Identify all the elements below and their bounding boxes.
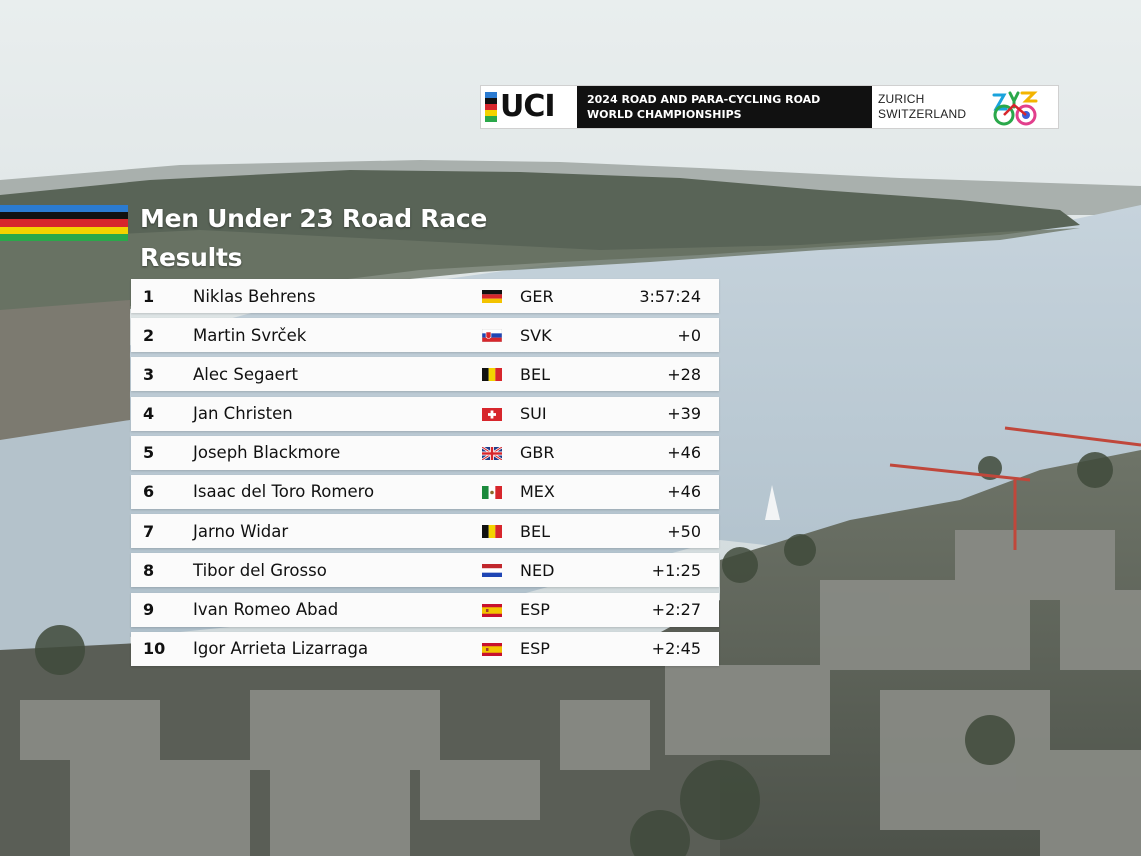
result-time: +2:27	[651, 600, 701, 619]
rider-name: Niklas Behrens	[193, 286, 316, 306]
spain-flag-icon	[482, 642, 502, 656]
zurich-2024-emblem-icon	[992, 91, 1038, 126]
mexico-flag-icon	[482, 485, 502, 499]
result-rank: 3	[143, 364, 155, 384]
country-code: GBR	[520, 443, 555, 463]
great-britain-flag-icon	[482, 446, 502, 460]
belgium-flag-icon	[482, 368, 502, 382]
spain-flag-icon	[482, 603, 502, 617]
country-code: SVK	[520, 325, 552, 345]
result-row: 8 Tibor del Grosso NED +1:25	[131, 553, 719, 588]
result-rank: 6	[143, 482, 155, 502]
rainbow-stripes-heading-icon	[0, 205, 128, 242]
netherlands-flag-icon	[482, 564, 502, 578]
rider-name: Joseph Blackmore	[193, 443, 341, 463]
slovakia-flag-icon	[482, 329, 502, 343]
rider-name: Isaac del Toro Romero	[193, 482, 375, 502]
championship-banner: UCI 2024 ROAD AND PARA-CYCLING ROAD WORL…	[480, 85, 1059, 129]
result-row: 2 Martin Svrček SVK +0	[131, 318, 719, 353]
country-code: BEL	[520, 364, 550, 384]
result-row: 3 Alec Segaert BEL +28	[131, 357, 719, 392]
result-time: +39	[667, 404, 701, 424]
uci-logo-text: UCI	[500, 89, 556, 124]
result-row: 10 Igor Arrieta Lizarraga ESP +2:45	[131, 631, 719, 666]
result-time: +46	[667, 443, 701, 463]
result-time: 3:57:24	[639, 286, 701, 306]
result-rank: 2	[143, 325, 155, 345]
switzerland-flag-icon	[482, 407, 502, 421]
banner-title-line1: 2024 ROAD AND PARA-CYCLING ROAD	[587, 93, 821, 106]
result-row: 7 Jarno Widar BEL +50	[131, 514, 719, 549]
result-rank: 5	[143, 443, 155, 463]
banner-location: ZURICH SWITZERLAND	[872, 86, 1058, 128]
result-time: +2:45	[651, 639, 701, 659]
belgium-flag-icon	[482, 525, 502, 539]
country-code: GER	[520, 286, 554, 306]
result-rank: 8	[143, 560, 155, 580]
rider-name: Jan Christen	[193, 404, 293, 424]
banner-title-line2: WORLD CHAMPIONSHIPS	[587, 108, 742, 121]
rider-name: Igor Arrieta Lizarraga	[193, 639, 369, 659]
race-title: Men Under 23 Road Race	[140, 204, 488, 233]
rainbow-stripes-icon	[485, 92, 497, 122]
result-time: +0	[677, 325, 701, 345]
result-rank: 1	[143, 286, 155, 306]
rider-name: Martin Svrček	[193, 325, 307, 345]
result-row: 4 Jan Christen SUI +39	[131, 396, 719, 431]
banner-event-title: 2024 ROAD AND PARA-CYCLING ROAD WORLD CH…	[577, 86, 872, 128]
result-time: +50	[667, 521, 701, 541]
country-code: MEX	[520, 482, 555, 502]
results-subtitle: Results	[140, 243, 243, 272]
result-rank: 4	[143, 404, 155, 424]
rider-name: Jarno Widar	[193, 521, 289, 541]
results-table: 1 Niklas Behrens GER 3:57:24 2 Martin Sv…	[131, 279, 719, 671]
result-rank: 9	[143, 600, 155, 619]
country-code: BEL	[520, 521, 550, 541]
result-rank: 10	[143, 639, 166, 659]
germany-flag-icon	[482, 290, 502, 303]
result-row: 9 Ivan Romeo Abad ESP +2:27	[131, 592, 719, 627]
uci-logo: UCI	[481, 86, 577, 128]
banner-location-country: SWITZERLAND	[878, 107, 967, 121]
banner-location-city: ZURICH	[878, 92, 925, 106]
result-time: +1:25	[651, 560, 701, 580]
rider-name: Alec Segaert	[193, 364, 298, 384]
country-code: ESP	[520, 600, 550, 619]
country-code: ESP	[520, 639, 550, 659]
result-row: 6 Isaac del Toro Romero MEX +46	[131, 474, 719, 509]
result-row: 5 Joseph Blackmore GBR +46	[131, 435, 719, 470]
rider-name: Ivan Romeo Abad	[193, 600, 339, 619]
result-rank: 7	[143, 521, 155, 541]
country-code: NED	[520, 560, 555, 580]
result-time: +46	[667, 482, 701, 502]
country-code: SUI	[520, 404, 547, 424]
result-row: 1 Niklas Behrens GER 3:57:24	[131, 279, 719, 313]
result-time: +28	[667, 364, 701, 384]
rider-name: Tibor del Grosso	[193, 560, 327, 580]
